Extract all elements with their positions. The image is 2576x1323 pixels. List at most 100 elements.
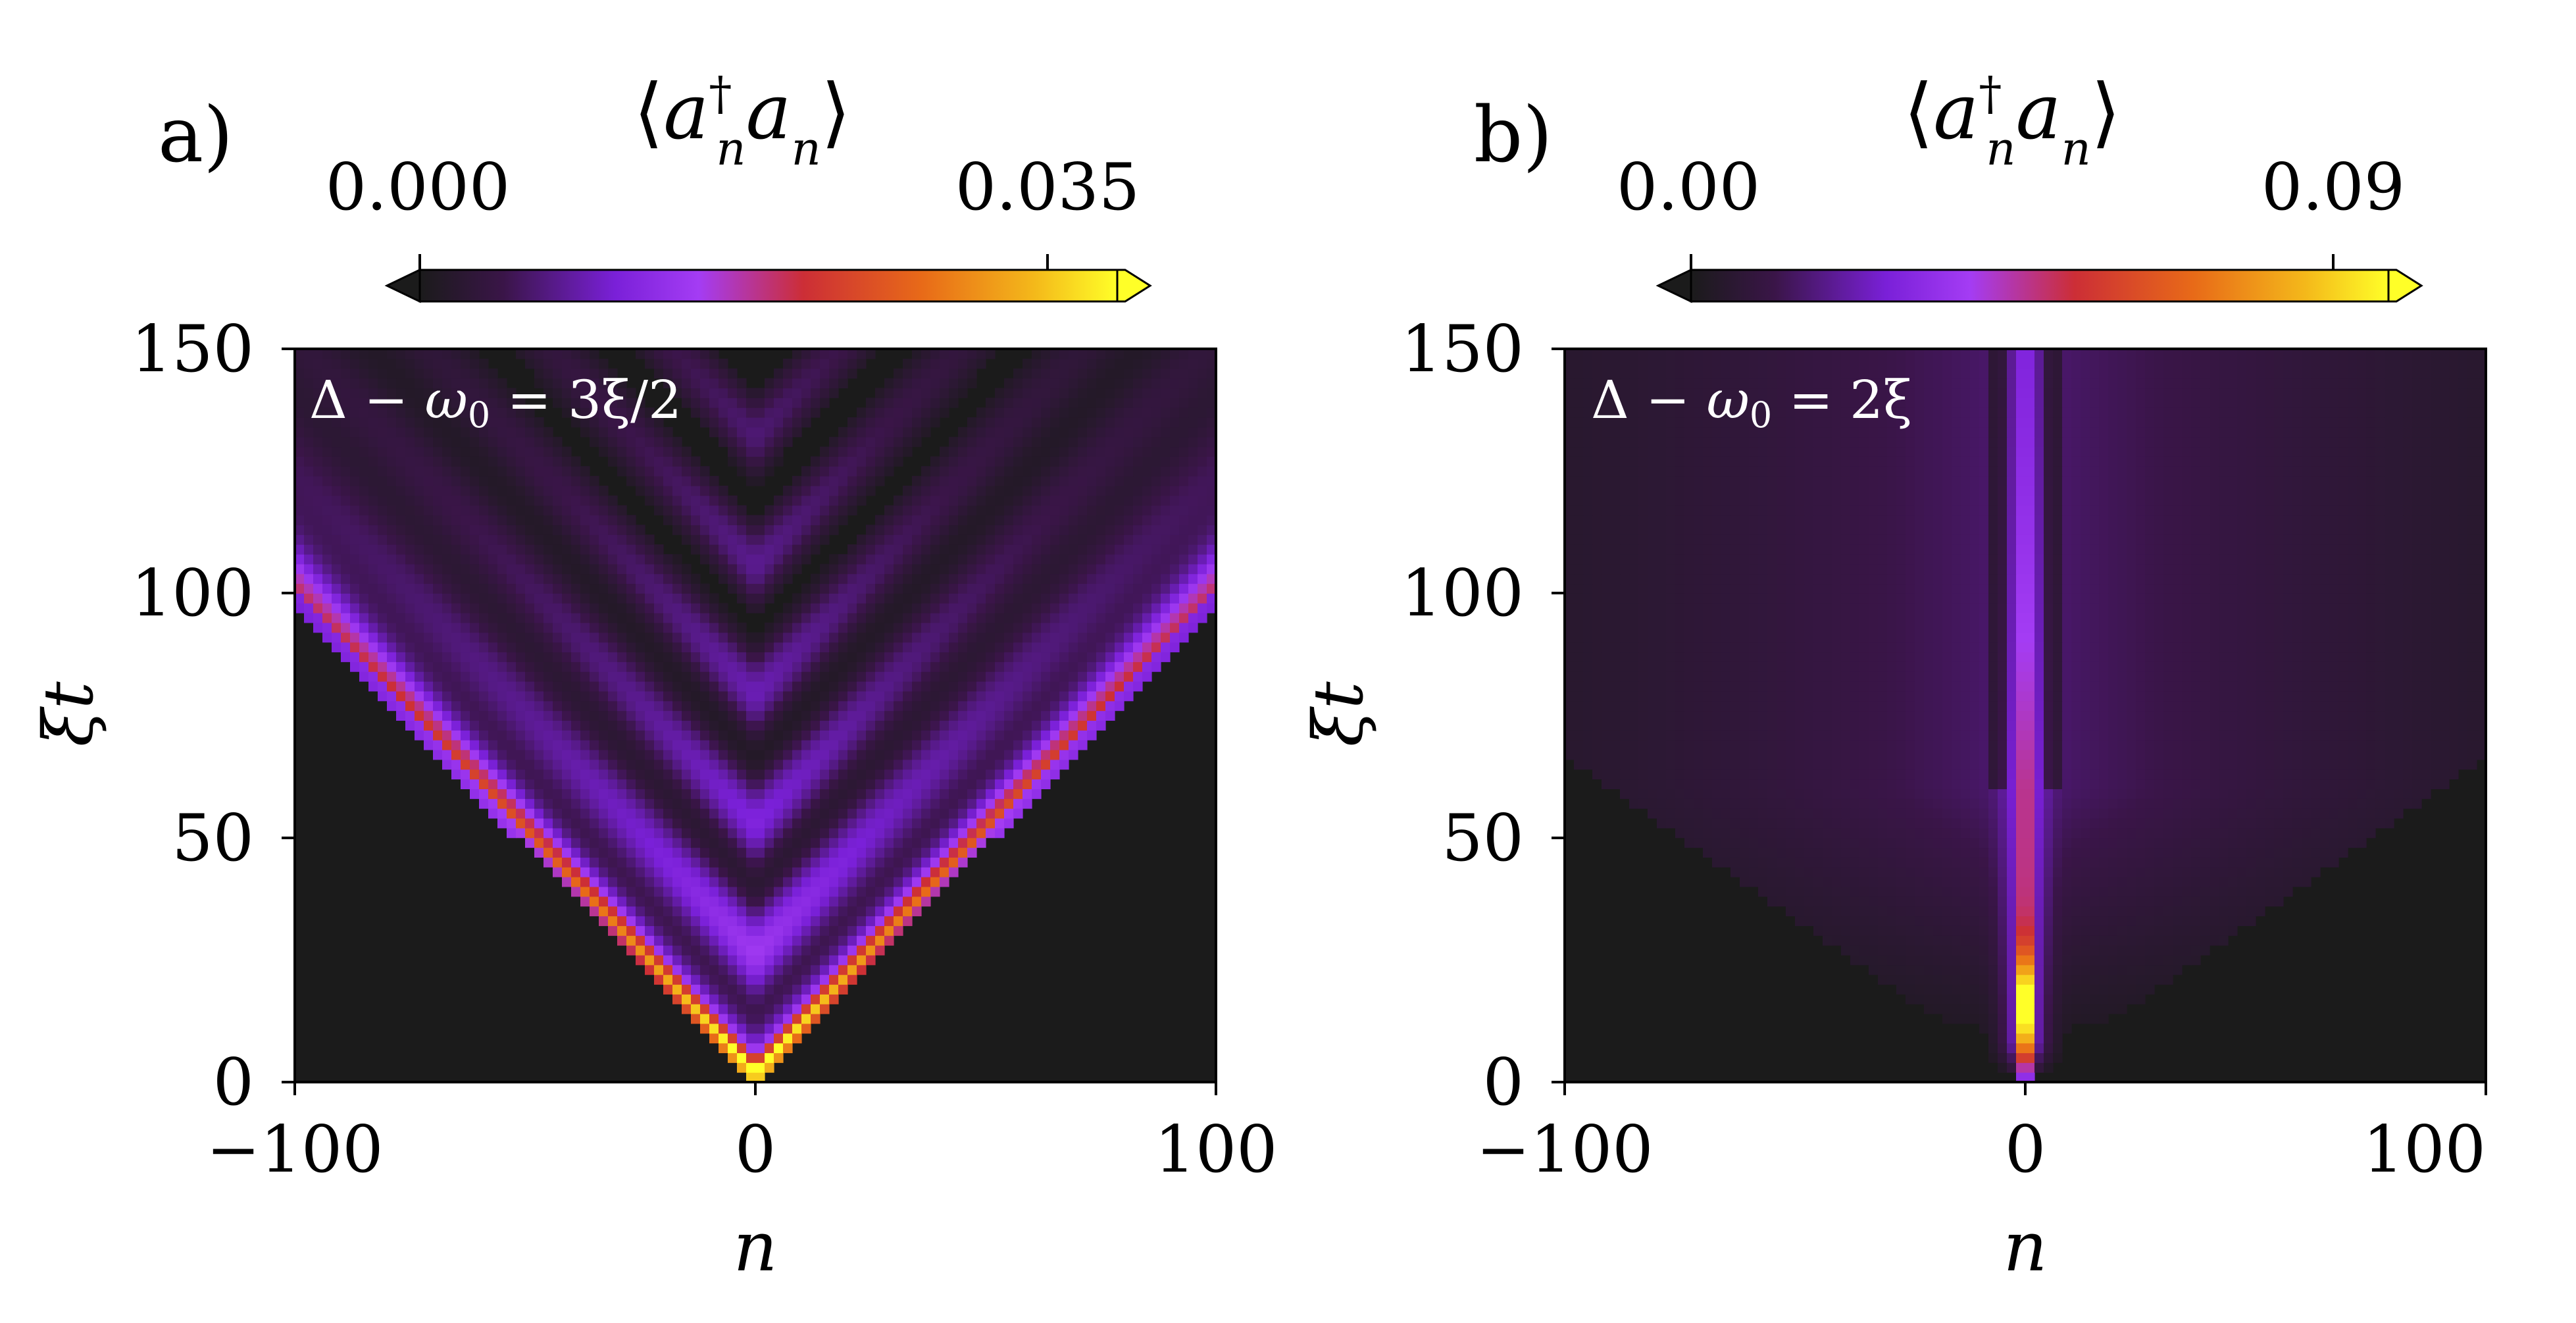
heatmap-cell xyxy=(1124,349,1134,359)
heatmap-cell xyxy=(847,954,857,966)
heatmap-cell xyxy=(525,446,535,457)
heatmap-cell xyxy=(654,583,664,594)
heatmap-cell xyxy=(866,867,876,877)
heatmap-cell xyxy=(424,563,434,575)
heatmap-cell xyxy=(1942,1014,1952,1024)
heatmap-cell xyxy=(580,583,590,594)
heatmap-cell xyxy=(424,583,434,594)
heatmap-cell xyxy=(442,632,452,643)
heatmap-cell xyxy=(461,349,470,359)
heatmap-cell xyxy=(838,554,848,565)
heatmap-cell xyxy=(884,544,894,555)
heatmap-cell xyxy=(700,877,710,887)
heatmap-cell xyxy=(571,505,581,516)
heatmap-cell xyxy=(700,622,710,633)
heatmap-cell xyxy=(571,368,581,379)
heatmap-cell xyxy=(728,690,738,702)
heatmap-cell xyxy=(534,534,544,545)
heatmap-cell xyxy=(571,632,581,643)
heatmap-cell xyxy=(497,544,507,555)
heatmap-cell xyxy=(774,436,784,448)
heatmap-cell xyxy=(1105,603,1115,613)
heatmap-cell xyxy=(820,984,830,995)
heatmap-cell xyxy=(553,515,563,525)
heatmap-cell xyxy=(507,652,517,662)
heatmap-cell xyxy=(433,622,443,633)
heatmap-cell xyxy=(332,622,341,633)
heatmap-cell xyxy=(921,544,931,555)
heatmap-cell xyxy=(875,720,885,731)
heatmap-cell xyxy=(765,954,774,966)
heatmap-cell xyxy=(829,886,839,897)
heatmap-cell xyxy=(654,779,664,789)
heatmap-cell xyxy=(433,349,443,359)
heatmap-cell xyxy=(590,798,599,809)
heatmap-cell xyxy=(1004,427,1014,438)
heatmap-cell xyxy=(1013,417,1023,428)
heatmap-cell xyxy=(507,603,517,613)
heatmap-cell xyxy=(396,662,406,672)
heatmap-cell xyxy=(442,710,452,721)
heatmap-cell xyxy=(387,534,397,545)
heatmap-cell xyxy=(599,817,609,829)
heatmap-cell xyxy=(811,632,821,643)
heatmap-cell xyxy=(451,681,461,692)
heatmap-cell xyxy=(1979,1004,1989,1014)
heatmap-cell xyxy=(654,886,664,897)
heatmap-cell xyxy=(442,525,452,535)
heatmap-cell xyxy=(912,388,922,398)
heatmap-cell xyxy=(1188,583,1198,594)
heatmap-cell xyxy=(2081,1014,2090,1024)
heatmap-cell xyxy=(940,681,949,692)
heatmap-cell xyxy=(1096,593,1106,604)
heatmap-cell xyxy=(571,837,581,848)
heatmap-cell xyxy=(811,622,821,633)
heatmap-cell xyxy=(1032,720,1042,731)
heatmap-cell xyxy=(774,964,784,975)
heatmap-cell xyxy=(958,505,968,516)
heatmap-cell xyxy=(442,671,452,682)
heatmap-cell xyxy=(341,563,351,575)
heatmap-cell xyxy=(709,867,719,877)
heatmap-cell xyxy=(774,652,784,662)
heatmap-cell xyxy=(571,857,581,868)
heatmap-cell xyxy=(765,662,774,672)
heatmap-cell xyxy=(967,632,977,643)
heatmap-cell xyxy=(1013,789,1023,799)
heatmap-cell xyxy=(700,593,710,604)
heatmap-cell xyxy=(682,642,692,653)
heatmap-cell xyxy=(350,662,360,672)
heatmap-cell xyxy=(838,916,848,926)
heatmap-cell xyxy=(709,769,719,780)
heatmap-cell xyxy=(976,563,986,575)
heatmap-cell xyxy=(378,593,388,604)
heatmap-cell xyxy=(1161,554,1171,565)
heatmap-cell xyxy=(1105,554,1115,565)
heatmap-cell xyxy=(1069,662,1078,672)
heatmap-cell xyxy=(1087,730,1097,740)
heatmap-cell xyxy=(1105,681,1115,692)
heatmap-cell xyxy=(691,378,701,389)
heatmap-cell xyxy=(728,798,738,809)
heatmap-cell xyxy=(866,827,876,839)
heatmap-cell xyxy=(1032,515,1042,525)
heatmap-cell xyxy=(608,740,618,750)
heatmap-cell xyxy=(967,436,977,448)
heatmap-cell xyxy=(1087,436,1097,448)
heatmap-cell xyxy=(479,368,489,379)
heatmap-cell xyxy=(719,671,728,682)
heatmap-cell xyxy=(663,485,673,496)
heatmap-cell xyxy=(626,769,636,780)
heatmap-cell xyxy=(1004,378,1014,389)
heatmap-cell xyxy=(1105,710,1115,721)
heatmap-cell xyxy=(728,495,738,506)
heatmap-cell xyxy=(626,925,636,936)
heatmap-cell xyxy=(359,476,369,486)
heatmap-cell xyxy=(976,358,986,369)
heatmap-cell xyxy=(2053,1043,2063,1054)
heatmap-cell xyxy=(820,817,830,829)
heatmap-cell xyxy=(534,769,544,780)
heatmap-cell xyxy=(1023,662,1032,672)
heatmap-cell xyxy=(590,358,599,369)
heatmap-cell xyxy=(516,436,526,448)
